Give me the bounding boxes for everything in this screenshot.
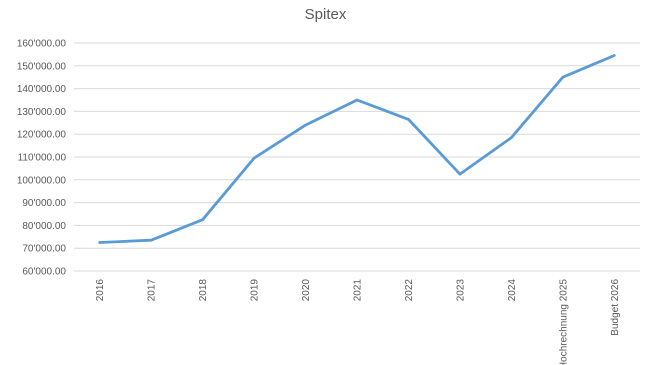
x-tick-label: Budget 2026 xyxy=(610,279,621,336)
data-point xyxy=(304,123,307,127)
data-point xyxy=(510,136,513,139)
x-tick-label: Hochrechnung 2025 xyxy=(558,279,569,365)
series-line xyxy=(98,54,616,244)
y-tick-label: 100'000.00 xyxy=(17,175,67,186)
x-tick-label: 2016 xyxy=(95,279,106,302)
data-point xyxy=(98,241,101,244)
x-tick-label: 2021 xyxy=(353,279,364,302)
x-tick-label: 2017 xyxy=(147,279,158,302)
y-tick-label: 70'000.00 xyxy=(22,244,66,255)
data-point xyxy=(252,156,256,160)
x-tick-label: 2022 xyxy=(404,279,415,302)
x-tick-label: 2018 xyxy=(198,279,209,302)
y-tick-label: 130'000.00 xyxy=(17,107,67,118)
data-point xyxy=(458,172,462,176)
data-point xyxy=(613,54,616,57)
y-tick-label: 160'000.00 xyxy=(17,39,67,50)
data-point xyxy=(407,118,410,121)
data-point xyxy=(201,218,204,221)
data-point xyxy=(149,239,153,242)
y-tick-label: 150'000.00 xyxy=(17,61,67,72)
y-tick-label: 90'000.00 xyxy=(22,198,66,209)
data-point xyxy=(355,98,359,102)
y-tick-label: 60'000.00 xyxy=(22,267,66,278)
y-tick-label: 110'000.00 xyxy=(18,153,67,164)
y-tick-label: 120'000.00 xyxy=(17,130,67,141)
chart-title: Spitex xyxy=(304,6,347,23)
data-point xyxy=(561,76,565,79)
y-tick-label: 140'000.00 xyxy=(17,84,67,95)
x-tick-label: 2023 xyxy=(455,279,466,302)
x-tick-label: 2019 xyxy=(250,279,261,302)
x-tick-label: 2020 xyxy=(301,279,312,302)
y-tick-label: 80'000.00 xyxy=(22,221,66,232)
x-tick-label: 2024 xyxy=(507,279,518,302)
